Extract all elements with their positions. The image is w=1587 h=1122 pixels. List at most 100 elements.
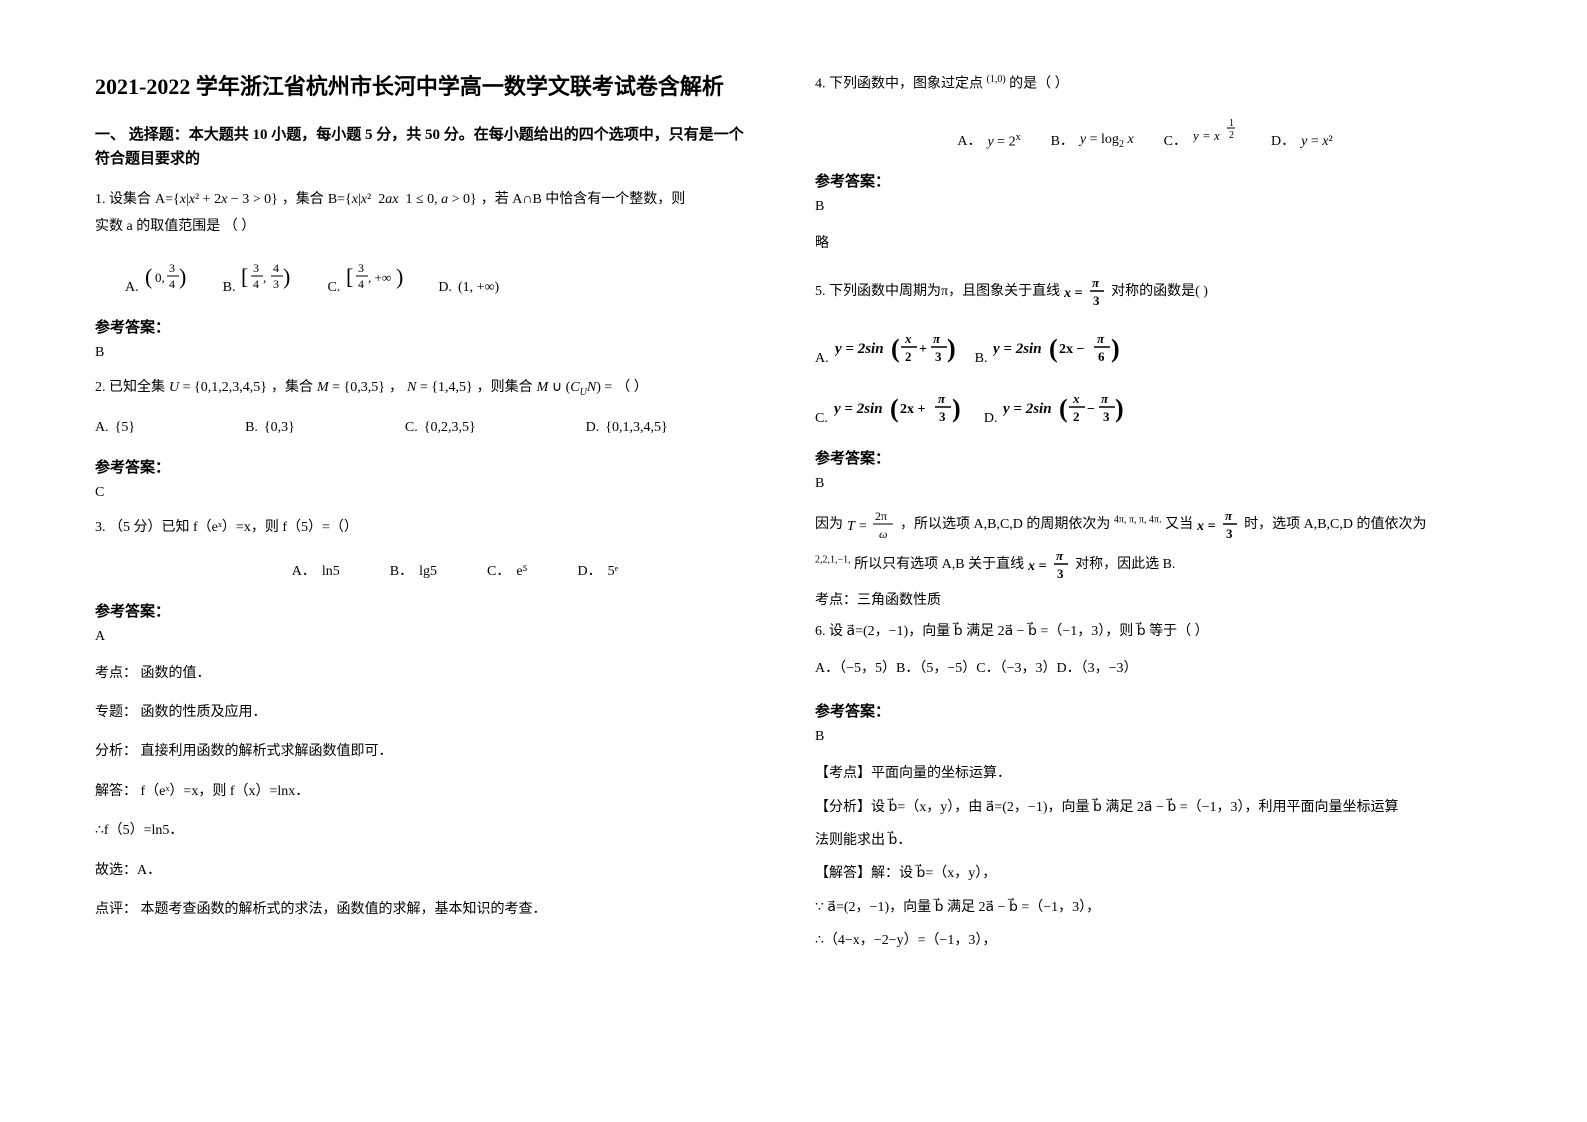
q6-p6: ∴（4−x，−2−y）=（−1，3），: [815, 926, 1475, 955]
interval-icon: ( 0, 3 4 ): [145, 258, 193, 296]
page: 2021-2022 学年浙江省杭州市长河中学高一数学文联考试卷含解析 一、 选择…: [95, 70, 1492, 960]
svg-text:[: [: [241, 264, 248, 289]
q2-optA: {5}: [115, 420, 135, 436]
q3-optA: ln5: [322, 564, 340, 580]
svg-text:x =: x =: [1197, 519, 1216, 534]
q4-stem-b: 的是（ ）: [1009, 77, 1069, 92]
svg-text:2π: 2π: [875, 509, 887, 523]
svg-text:3: 3: [1226, 526, 1233, 541]
svg-text:3: 3: [273, 277, 279, 291]
svg-text:−: −: [1087, 402, 1095, 417]
q3-options: A．ln5 B．lg5 C．e⁵ D．5ᵉ: [155, 560, 755, 580]
q6-opts: A．（−5，5）B．（5，−5）C．（−3，3）D．（3，−3）: [815, 656, 1475, 683]
svg-text:3: 3: [358, 261, 364, 275]
q1-optB-l: B.: [223, 280, 236, 296]
svg-text:,: ,: [263, 270, 266, 285]
q6-p2a: 【分析】设 b⃗=（x，y），由: [815, 800, 986, 815]
q5-exp3: 考点：三角函数性质: [815, 586, 1475, 615]
svg-text:): ): [283, 264, 290, 289]
q5-stem-b: 对称的函数是( ): [1111, 284, 1208, 299]
svg-text:+: +: [919, 342, 927, 357]
q1: 1. 设集合 A={x|x² + 2x − 3 > 0} ，集合 B={x|x²…: [95, 187, 755, 240]
q6-p2: 【分析】设 b⃗=（x，y），由 a⃗=(2，−1)，向量 b⃗ 满足 2a⃗ …: [815, 793, 1475, 822]
q2-optB: {0,3}: [264, 420, 295, 436]
svg-text:[: [: [346, 264, 353, 289]
svg-text:2x −: 2x −: [1059, 342, 1085, 357]
q6-a: a⃗=(2，−1)，向量 b⃗ 满足 2a⃗ − b⃗: [847, 624, 1037, 639]
q3-ans: A: [95, 629, 755, 645]
svg-text:4: 4: [169, 277, 175, 291]
q2-optB-l: B.: [245, 420, 258, 436]
svg-text:x =: x =: [1064, 286, 1083, 301]
q3-p6: 故选：A．: [95, 856, 755, 885]
svg-text:y = 2sin: y = 2sin: [993, 341, 1042, 357]
q1-stem-c: ，若 A∩B 中恰含有一个整数，则: [481, 187, 686, 214]
svg-text:4: 4: [358, 277, 364, 291]
svg-text:x: x: [1072, 391, 1080, 406]
q2-optC: {0,2,3,5}: [424, 420, 476, 436]
q2-N: N = {1,4,5}: [407, 375, 473, 402]
svg-text:3: 3: [935, 349, 942, 364]
q3-optC: e⁵: [516, 564, 527, 580]
svg-text:): ): [947, 334, 956, 363]
svg-text:π: π: [1092, 275, 1100, 290]
q6-ans-label: 参考答案：: [815, 700, 1475, 721]
q1-optD-l: D.: [438, 280, 452, 296]
q5-optD-l: D.: [984, 411, 998, 427]
svg-text:, +∞: , +∞: [368, 270, 391, 285]
svg-text:4: 4: [253, 277, 259, 291]
svg-text:3: 3: [1057, 566, 1064, 581]
q4-optB: y = log2 x: [1080, 132, 1134, 150]
svg-text:6: 6: [1098, 349, 1105, 364]
svg-text:2: 2: [905, 349, 912, 364]
q5-exp2c: 对称，因此选 B.: [1075, 557, 1175, 572]
q3-p1: 考点： 函数的值．: [95, 659, 755, 688]
q2-ans-label: 参考答案：: [95, 456, 755, 477]
svg-text:(: (: [1049, 334, 1058, 363]
q4: 4. 下列函数中，图象过定点 (1,0) 的是（ ）: [815, 70, 1475, 98]
svg-text:3: 3: [169, 261, 175, 275]
svg-text:): ): [1115, 394, 1124, 423]
svg-text:3: 3: [1103, 409, 1110, 424]
svg-text:π: π: [933, 331, 941, 346]
q4-optD: y = x²: [1301, 134, 1333, 150]
sin-expr-icon: y = 2sin ( x 2 − π 3 ): [1003, 387, 1133, 427]
q5-exp1: 因为 T = 2π ω ，所以选项 A,B,C,D 的周期依次为 4π, π, …: [815, 506, 1475, 542]
q2-optD: {0,1,3,4,5}: [605, 420, 667, 436]
svg-text:): ): [952, 394, 961, 423]
sin-expr-icon: y = 2sin ( 2x + π 3 ): [834, 387, 974, 427]
q3-p4: 解答： f（eˣ）=x，则 f（x）=lnx．: [95, 777, 755, 806]
svg-text:): ): [396, 264, 403, 289]
q6-p3: 法则能求出 b⃗．: [815, 826, 1475, 855]
q5-exp1b: ，所以选项 A,B,C,D 的周期依次为: [900, 517, 1114, 532]
interval-icon: [ 3 4 , +∞ ): [346, 258, 408, 296]
svg-text:π: π: [1225, 508, 1233, 523]
q1-optD: (1, +∞): [458, 280, 499, 296]
q4-options: A．y = 2x B．y = log2 x C． y = x 1 2 D．y =…: [815, 116, 1475, 150]
q5-exp2a: 2,2,1,−1,: [815, 554, 851, 565]
q2-options: A.{5} B.{0,3} C.{0,2,3,5} D.{0,1,3,4,5}: [95, 420, 755, 436]
svg-text:y = x: y = x: [1193, 128, 1220, 143]
q3-stem: 3. （5 分）已知 f（eˣ）=x，则 f（5）=（）: [95, 515, 755, 542]
q6-stem-b: =（−1，3），则 b⃗ 等于（ ）: [1040, 624, 1208, 639]
q2-stem-a: 2. 已知全集: [95, 375, 165, 402]
q4-ans-label: 参考答案：: [815, 170, 1475, 191]
svg-text:π: π: [1056, 548, 1064, 563]
svg-text:): ): [1111, 334, 1120, 363]
svg-text:ω: ω: [879, 527, 887, 541]
q1-setB: B={x|x² 2ax 1 ≤ 0, a > 0}: [328, 187, 477, 214]
q5-ans: B: [815, 476, 1475, 492]
svg-text:(: (: [891, 334, 900, 363]
q2-optA-l: A.: [95, 420, 109, 436]
q2: 2. 已知全集 U = {0,1,2,3,4,5} ，集合 M = {0,3,5…: [95, 375, 755, 402]
sin-expr-icon: y = 2sin ( x 2 + π 3 ): [835, 327, 965, 367]
q3-p5: ∴f（5）=ln5．: [95, 816, 755, 845]
svg-text:2: 2: [1229, 130, 1234, 141]
q6-ans: B: [815, 729, 1475, 745]
q4-optD-l: D．: [1271, 130, 1295, 150]
q2-tail: （ ）: [616, 375, 648, 402]
q5: 5. 下列函数中周期为π，且图象关于直线 x = π 3 对称的函数是( ): [815, 273, 1475, 309]
svg-text:T =: T =: [847, 519, 867, 534]
q4-optA: y = 2x: [987, 132, 1020, 151]
q2-U: U = {0,1,2,3,4,5}: [169, 375, 267, 402]
